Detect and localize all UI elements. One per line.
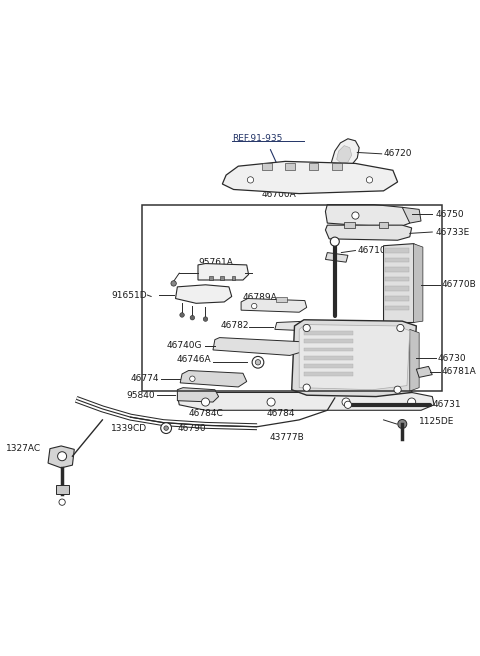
Text: 1339CD: 1339CD (111, 424, 147, 432)
Polygon shape (325, 205, 412, 226)
Circle shape (180, 313, 184, 318)
Text: 1327AC: 1327AC (6, 444, 41, 453)
Text: 46730: 46730 (438, 354, 467, 363)
Circle shape (342, 398, 350, 406)
Polygon shape (178, 388, 218, 402)
Circle shape (303, 325, 310, 331)
Circle shape (394, 386, 401, 394)
Circle shape (164, 426, 168, 430)
Bar (385, 306, 409, 310)
Bar (344, 222, 355, 228)
Circle shape (252, 356, 264, 368)
Text: 46710A: 46710A (357, 246, 392, 255)
Circle shape (190, 316, 194, 320)
Circle shape (303, 384, 310, 391)
Circle shape (352, 212, 359, 219)
Text: 46770B: 46770B (442, 280, 476, 289)
Bar (385, 277, 409, 281)
Bar (304, 364, 353, 368)
Bar (379, 222, 388, 228)
Bar (262, 163, 272, 170)
Text: 95840: 95840 (126, 391, 155, 400)
Circle shape (161, 422, 171, 434)
Polygon shape (331, 139, 359, 167)
Polygon shape (178, 392, 434, 410)
Polygon shape (292, 319, 416, 397)
Circle shape (252, 303, 257, 309)
Polygon shape (414, 243, 423, 323)
Polygon shape (213, 338, 304, 356)
Circle shape (408, 398, 416, 406)
Bar (209, 276, 213, 280)
Bar (332, 163, 342, 170)
Circle shape (247, 176, 253, 183)
Text: 46784C: 46784C (189, 409, 223, 417)
Text: 1125DE: 1125DE (419, 417, 455, 426)
Text: 46740G: 46740G (166, 341, 202, 350)
Bar (276, 297, 287, 302)
Text: 46733E: 46733E (435, 228, 469, 237)
Bar (220, 276, 224, 280)
Circle shape (344, 401, 351, 409)
Bar (385, 287, 409, 291)
Polygon shape (176, 285, 232, 303)
Polygon shape (325, 225, 412, 240)
Bar (232, 276, 235, 280)
Polygon shape (325, 253, 348, 262)
Text: 46790: 46790 (178, 424, 206, 432)
Bar (385, 258, 409, 262)
Bar (309, 163, 318, 170)
Circle shape (171, 281, 176, 286)
Text: 46781A: 46781A (442, 367, 476, 377)
Text: 46746A: 46746A (177, 355, 211, 364)
Bar (304, 331, 353, 335)
Bar (304, 373, 353, 376)
Text: 46782: 46782 (220, 321, 249, 331)
Polygon shape (402, 207, 421, 223)
Circle shape (267, 398, 275, 406)
Text: 46789A: 46789A (243, 293, 278, 302)
Circle shape (190, 376, 195, 381)
Text: 95761A: 95761A (198, 258, 233, 267)
Bar (304, 356, 353, 359)
Text: 46750: 46750 (435, 210, 464, 218)
Polygon shape (48, 446, 74, 468)
Polygon shape (416, 367, 432, 377)
Circle shape (202, 398, 210, 406)
Circle shape (203, 317, 208, 321)
Circle shape (255, 359, 261, 365)
Text: 46720: 46720 (384, 150, 412, 158)
Polygon shape (222, 161, 397, 194)
Text: 46731: 46731 (432, 400, 461, 409)
Circle shape (397, 325, 404, 331)
Circle shape (398, 419, 407, 428)
Text: 46700A: 46700A (262, 190, 297, 199)
Bar (56, 485, 69, 494)
Text: 91651D: 91651D (112, 291, 147, 300)
Bar (304, 348, 353, 352)
Circle shape (59, 499, 65, 505)
Bar (385, 296, 409, 300)
Text: 46774: 46774 (130, 374, 158, 383)
Polygon shape (275, 321, 311, 331)
Polygon shape (410, 329, 419, 391)
Circle shape (366, 176, 372, 183)
Text: 43777B: 43777B (269, 433, 304, 442)
Polygon shape (241, 298, 307, 312)
Polygon shape (384, 243, 421, 323)
Bar (285, 163, 295, 170)
Bar (304, 340, 353, 343)
Circle shape (58, 452, 67, 461)
Circle shape (330, 237, 339, 246)
Bar (385, 248, 409, 253)
Text: REF.91-935: REF.91-935 (232, 134, 282, 143)
Bar (142, 205, 442, 391)
Polygon shape (180, 371, 247, 387)
Bar (385, 267, 409, 272)
Polygon shape (299, 325, 410, 390)
Text: 46784: 46784 (266, 409, 295, 417)
Polygon shape (198, 264, 249, 280)
Polygon shape (336, 146, 352, 163)
